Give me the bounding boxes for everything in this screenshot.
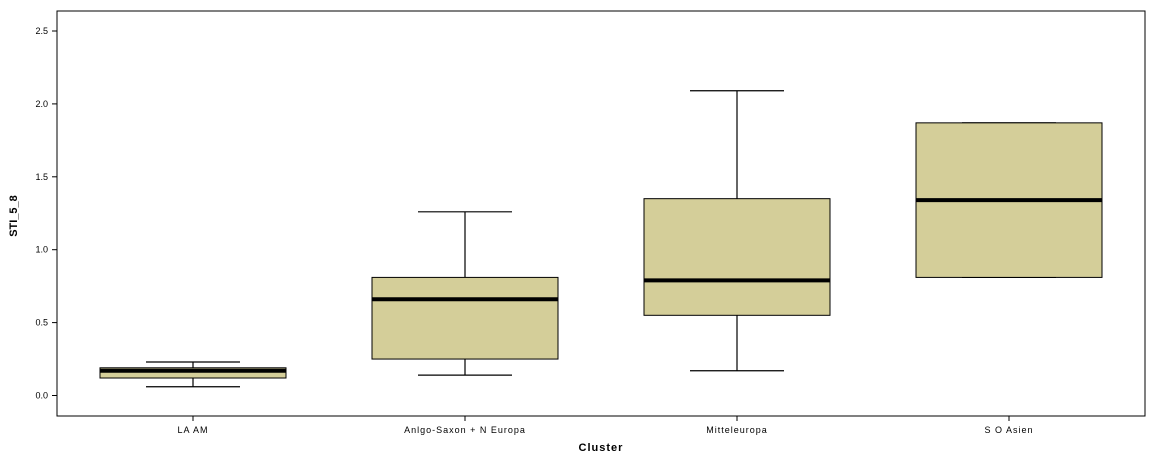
- iqr-box: [99, 367, 287, 379]
- x-axis: LA AM Anlgo-Saxon + N Europa Mitteleuropa S…: [177, 416, 1033, 435]
- box-mitteleuropa: [643, 90, 831, 372]
- y-tick-label: 1.0: [35, 245, 48, 255]
- x-tick-label: S O Asien: [984, 425, 1033, 435]
- x-tick-label: Anlgo-Saxon + N Europa: [404, 425, 526, 435]
- x-axis-title: Cluster: [579, 442, 624, 454]
- y-tick-label: 2.0: [35, 99, 48, 109]
- box-anlgo-saxon-n-europa: [371, 211, 559, 376]
- x-tick-label: Mitteleuropa: [706, 425, 768, 435]
- box-laam: [99, 361, 287, 388]
- iqr-box: [643, 198, 831, 316]
- y-tick-label: 0.5: [35, 318, 48, 328]
- box-series: [99, 90, 1103, 388]
- y-tick-label: 2.5: [35, 26, 48, 36]
- box-so-asien: [915, 122, 1103, 279]
- y-axis: 0.0 0.5 1.0 1.5 2.0 2.5: [35, 26, 57, 401]
- iqr-box: [371, 276, 559, 360]
- y-axis-title: STI_5_8: [8, 195, 20, 237]
- y-tick-label: 1.5: [35, 172, 48, 182]
- y-tick-label: 0.0: [35, 391, 48, 401]
- x-tick-label: LA AM: [177, 425, 208, 435]
